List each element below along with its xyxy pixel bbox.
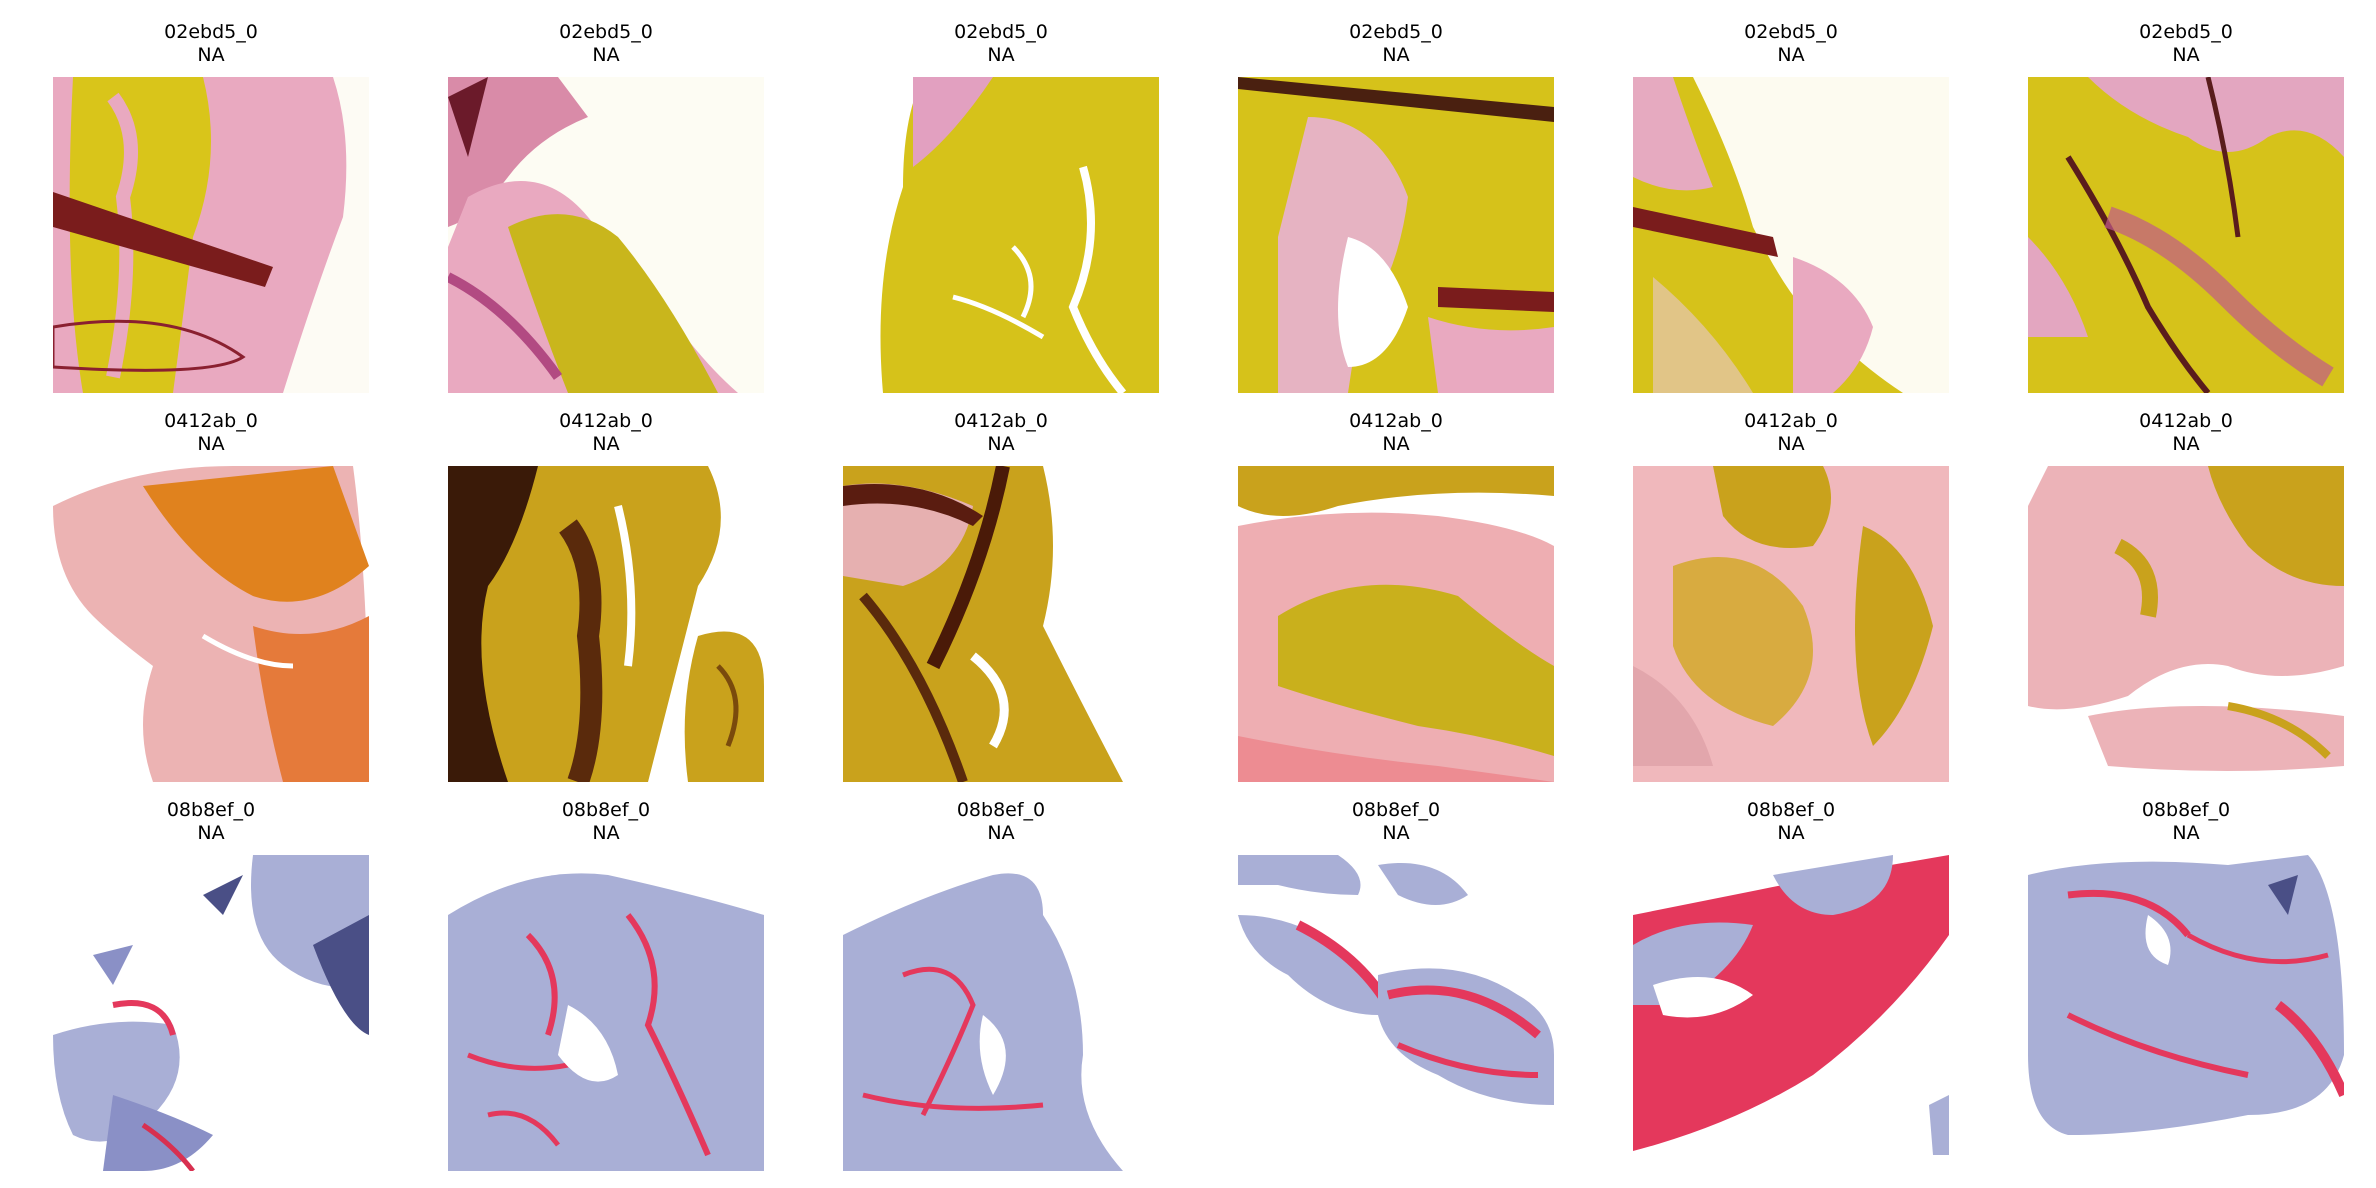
tissue-image (1633, 77, 1949, 393)
tile-id: 0412ab_0 (164, 410, 258, 432)
tile-label: NA (987, 44, 1015, 66)
tile-id: 08b8ef_0 (561, 799, 651, 821)
tile-id: 0412ab_0 (559, 410, 653, 432)
tile-id: 02ebd5_0 (1744, 21, 1838, 43)
tile-id: 08b8ef_0 (1351, 799, 1441, 821)
tile-id: 0412ab_0 (2139, 410, 2233, 432)
tissue-image (448, 77, 764, 393)
tile-label: NA (987, 433, 1015, 455)
tissue-image (53, 855, 369, 1171)
tissue-image (1238, 466, 1554, 782)
tile-id: 02ebd5_0 (2139, 21, 2233, 43)
tissue-image (1238, 855, 1554, 1171)
tile-label: NA (197, 822, 225, 844)
tile-id: 02ebd5_0 (164, 21, 258, 43)
tissue-image (843, 855, 1159, 1171)
tile-label: NA (592, 822, 620, 844)
tile-id: 0412ab_0 (1744, 410, 1838, 432)
tile-id: 0412ab_0 (954, 410, 1048, 432)
tissue-image (448, 466, 764, 782)
tile-id: 08b8ef_0 (2141, 799, 2231, 821)
tissue-image (2028, 77, 2344, 393)
tissue-image (53, 77, 369, 393)
tile-id: 08b8ef_0 (1746, 799, 1836, 821)
tile-id: 02ebd5_0 (1349, 21, 1443, 43)
tile-label: NA (197, 433, 225, 455)
tile-label: NA (2172, 822, 2200, 844)
tile-id: 0412ab_0 (1349, 410, 1443, 432)
tile-label: NA (2172, 44, 2200, 66)
tile-label: NA (197, 44, 225, 66)
tissue-image (53, 466, 369, 782)
tile-label: NA (592, 44, 620, 66)
tile-id: 08b8ef_0 (166, 799, 256, 821)
tissue-image (448, 855, 764, 1171)
tile-label: NA (1777, 44, 1805, 66)
tile-label: NA (2172, 433, 2200, 455)
tile-id: 02ebd5_0 (954, 21, 1048, 43)
tile-id: 02ebd5_0 (559, 21, 653, 43)
tile-label: NA (987, 822, 1015, 844)
tissue-image (1633, 855, 1949, 1171)
tile-label: NA (1777, 433, 1805, 455)
tissue-image (1238, 77, 1554, 393)
tile-label: NA (1777, 822, 1805, 844)
tile-label: NA (1382, 44, 1410, 66)
tissue-image (1633, 466, 1949, 782)
tissue-image (2028, 466, 2344, 782)
tile-label: NA (1382, 433, 1410, 455)
tissue-image (843, 466, 1159, 782)
tile-label: NA (592, 433, 620, 455)
tile-label: NA (1382, 822, 1410, 844)
tile-id: 08b8ef_0 (956, 799, 1046, 821)
tissue-image (2028, 855, 2344, 1171)
tissue-image (843, 77, 1159, 393)
